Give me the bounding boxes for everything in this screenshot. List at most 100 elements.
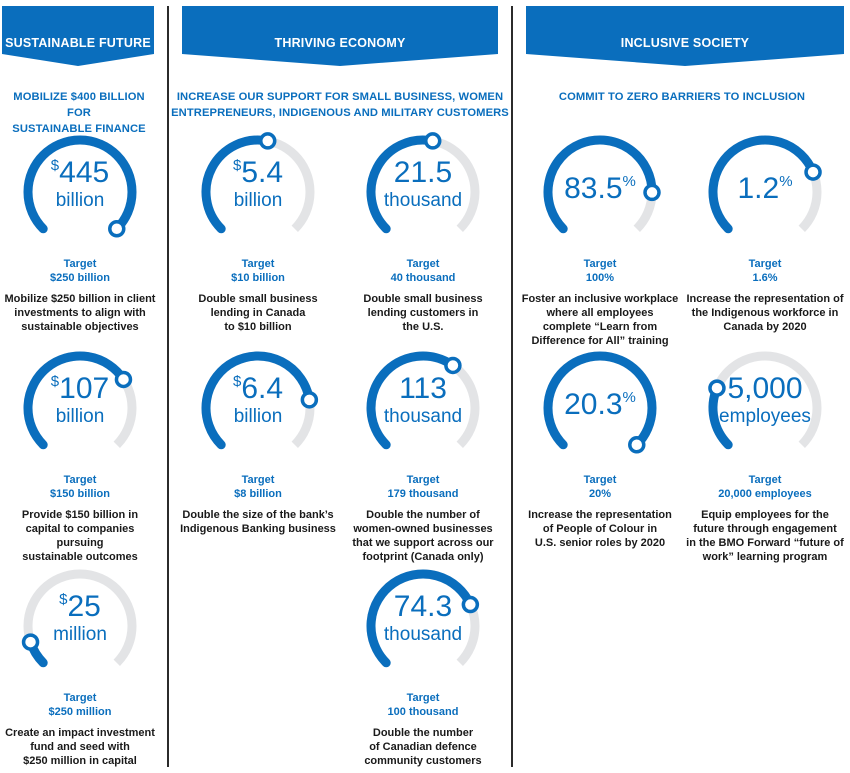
metric-gauge: $25 million bbox=[10, 556, 150, 696]
metric-value: 74.3 bbox=[353, 592, 493, 622]
value-prefix: $ bbox=[50, 157, 60, 174]
metric-gauge: 5,000 employees bbox=[695, 338, 835, 478]
metric-value: $6.4 bbox=[188, 374, 328, 404]
target-value: $250 million bbox=[48, 706, 112, 718]
subtitle-line: SUSTAINABLE FINANCE bbox=[12, 123, 146, 135]
gauge-svg bbox=[708, 135, 822, 234]
description-line: sustainable objectives bbox=[21, 321, 139, 333]
target-value: 179 thousand bbox=[387, 488, 459, 500]
target-value: $150 billion bbox=[50, 488, 110, 500]
gauge-svg bbox=[366, 351, 480, 450]
metric-description: Double small business lending customers i… bbox=[348, 292, 498, 334]
target-label: Target bbox=[748, 258, 782, 270]
target-value: $10 billion bbox=[231, 272, 285, 284]
metric-gauge: 21.5 thousand bbox=[353, 122, 493, 262]
description-line: to $10 billion bbox=[224, 321, 292, 333]
metric-target: Target 20% bbox=[520, 473, 680, 501]
target-label: Target bbox=[63, 258, 97, 270]
metric-target: Target $8 billion bbox=[178, 473, 338, 501]
metric-description: Double the size of the bank’s Indigenous … bbox=[178, 508, 338, 536]
metric-description: Increase the representation of the Indige… bbox=[685, 292, 845, 334]
value-number: 107 bbox=[59, 372, 110, 405]
description-line: lending customers in bbox=[367, 307, 479, 319]
metric-unit: thousand bbox=[383, 406, 463, 427]
target-value: 100% bbox=[585, 272, 615, 284]
metric-value: 83.5% bbox=[530, 174, 670, 204]
metric-gauge: 74.3 thousand bbox=[353, 556, 493, 696]
gauge-svg bbox=[23, 351, 137, 450]
description-line: Equip employees for the bbox=[701, 509, 829, 521]
description-line: Double the number of bbox=[366, 509, 480, 521]
metric-target: Target $250 billion bbox=[0, 257, 160, 285]
gauge-svg bbox=[366, 569, 480, 668]
target-label: Target bbox=[241, 474, 275, 486]
target-label: Target bbox=[406, 258, 440, 270]
gauge-progress-arc bbox=[23, 351, 128, 450]
subtitle-line: COMMIT TO ZERO BARRIERS TO INCLUSION bbox=[558, 91, 806, 103]
metric-description: Double the number of women-owned business… bbox=[348, 508, 498, 564]
gauge-progress-arc bbox=[543, 351, 657, 450]
target-label: Target bbox=[583, 258, 617, 270]
metric-gauge: 1.2% bbox=[695, 122, 835, 262]
metric-unit: employees bbox=[719, 406, 811, 427]
gauge-track bbox=[23, 569, 137, 666]
banner-sustainable-future: SUSTAINABLE FUTURE bbox=[2, 6, 154, 66]
description-line: in the BMO Forward “future of bbox=[686, 537, 844, 549]
section-divider-2 bbox=[511, 6, 513, 767]
metric-target: Target $250 million bbox=[0, 691, 160, 719]
description-line: of Canadian defence bbox=[369, 741, 477, 753]
target-value: 1.6% bbox=[752, 272, 778, 284]
metric-gauge: $6.4 billion bbox=[188, 338, 328, 478]
metric-unit: thousand bbox=[383, 190, 463, 211]
gauge-end-marker bbox=[804, 163, 822, 181]
section-subtitle: COMMIT TO ZERO BARRIERS TO INCLUSION bbox=[514, 89, 850, 105]
value-number: 83.5 bbox=[564, 172, 623, 205]
description-line: Foster an inclusive workplace bbox=[521, 293, 679, 305]
banner-thriving-economy: THRIVING ECONOMY bbox=[182, 6, 498, 66]
description-line: Double the number bbox=[372, 727, 474, 739]
target-value: $250 billion bbox=[50, 272, 110, 284]
metric-gauge: $445 billion bbox=[10, 122, 150, 262]
target-label: Target bbox=[406, 692, 440, 704]
banner-title: THRIVING ECONOMY bbox=[274, 36, 406, 50]
metric-description: Create an impact investment fund and seed… bbox=[1, 726, 159, 768]
target-label: Target bbox=[241, 258, 275, 270]
gauge-end-marker bbox=[300, 391, 319, 409]
metric-value: 1.2% bbox=[695, 174, 835, 204]
description-line: capital to companies pursuing bbox=[25, 523, 135, 549]
subtitle-line: MOBILIZE $400 BILLION FOR bbox=[13, 91, 145, 119]
value-number: 21.5 bbox=[393, 156, 453, 189]
gauge-progress-arc bbox=[23, 135, 137, 234]
metric-value: 21.5 bbox=[353, 158, 493, 188]
description-line: complete “Learn from bbox=[542, 321, 658, 333]
gauge-end-marker bbox=[114, 370, 133, 389]
description-line: community customers bbox=[364, 755, 482, 767]
value-suffix: % bbox=[779, 173, 793, 190]
section-divider-1 bbox=[167, 6, 169, 767]
description-line: footprint (Canada only) bbox=[362, 551, 484, 563]
gauge-svg bbox=[201, 132, 315, 234]
metric-description: Increase the representation of People of … bbox=[520, 508, 680, 550]
target-label: Target bbox=[583, 474, 617, 486]
value-number: 74.3 bbox=[393, 590, 453, 623]
metric-value: $107 bbox=[10, 374, 150, 404]
description-line: sustainable outcomes bbox=[22, 551, 138, 563]
gauge-svg bbox=[543, 135, 661, 234]
description-line: Create an impact investment bbox=[5, 727, 155, 739]
description-line: the U.S. bbox=[402, 321, 444, 333]
banner-title: INCLUSIVE SOCIETY bbox=[620, 36, 750, 50]
metric-unit: thousand bbox=[383, 624, 463, 645]
gauge-end-marker bbox=[444, 356, 462, 375]
target-label: Target bbox=[63, 474, 97, 486]
metric-target: Target 100% bbox=[520, 257, 680, 285]
description-line: work” learning program bbox=[702, 551, 828, 563]
metric-value: $5.4 bbox=[188, 158, 328, 188]
value-prefix: $ bbox=[232, 157, 242, 174]
description-line: that we support across our bbox=[352, 537, 494, 549]
gauge-progress-arc bbox=[201, 351, 314, 450]
target-label: Target bbox=[63, 692, 97, 704]
metric-description: Mobilize $250 billion in client investmen… bbox=[1, 292, 159, 334]
subtitle-line: ENTREPRENEURS, INDIGENOUS AND MILITARY C… bbox=[171, 107, 509, 119]
gauge-progress-arc bbox=[366, 135, 438, 234]
description-line: Double small business bbox=[363, 293, 483, 305]
